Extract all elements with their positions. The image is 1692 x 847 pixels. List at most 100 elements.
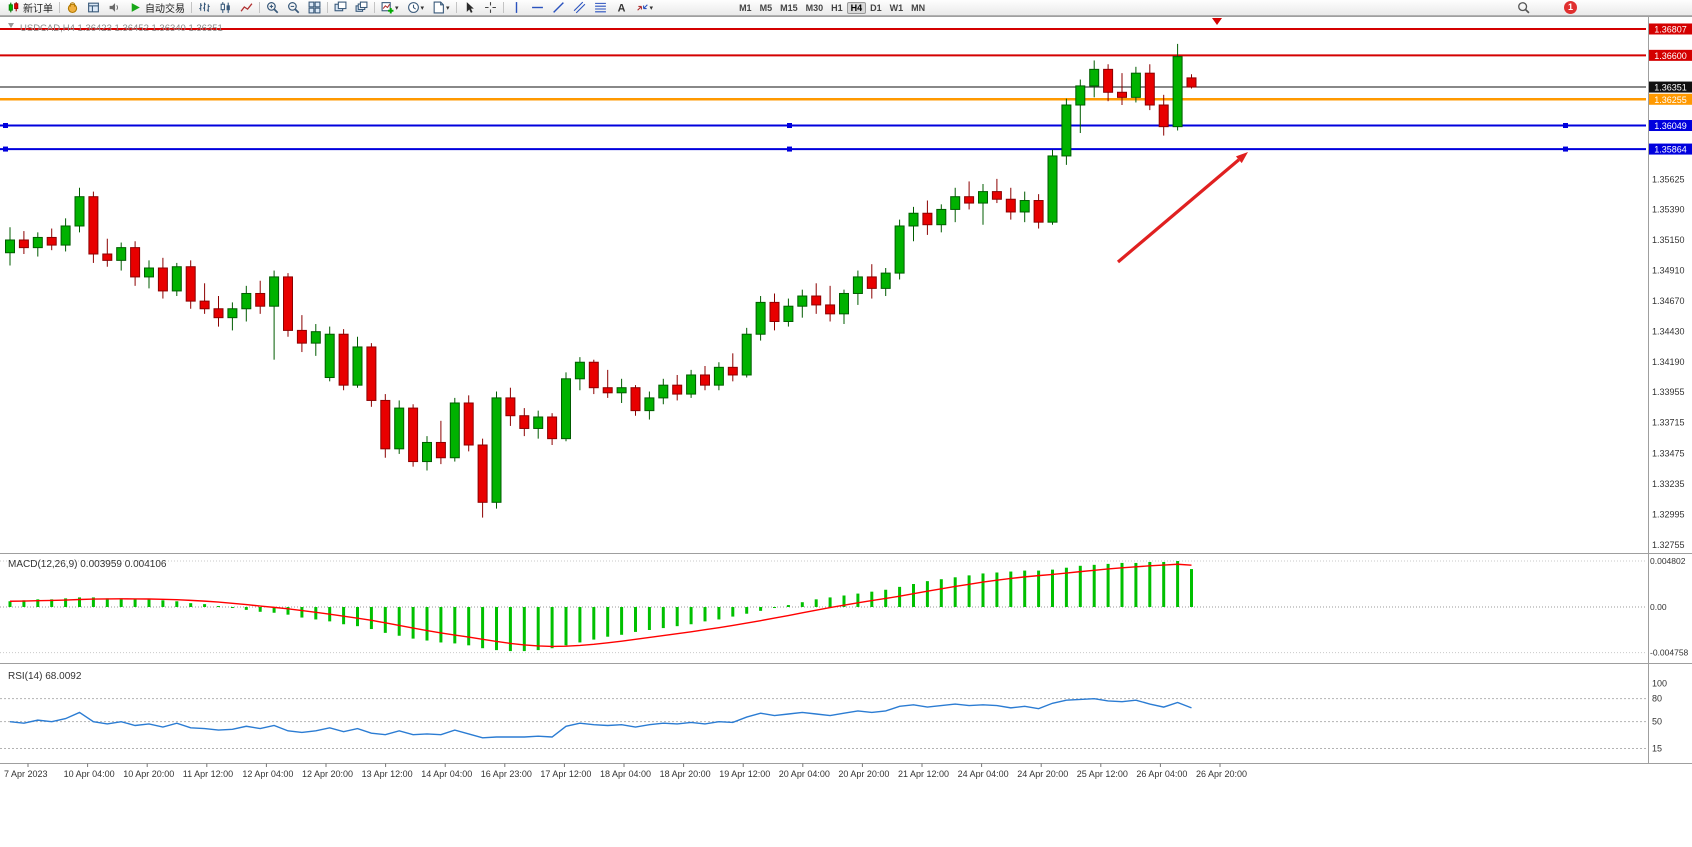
svg-text:0.004802: 0.004802 — [1650, 556, 1686, 566]
search-icon[interactable] — [1517, 1, 1530, 14]
text-label-icon: A — [617, 2, 625, 14]
time-axis[interactable]: 7 Apr 2023 10 Apr 04:00 10 Apr 20:00 11 Apr… — [4, 763, 1247, 780]
crosshair-button[interactable] — [480, 0, 501, 15]
timeframe-button-w1[interactable]: W1 — [889, 2, 904, 13]
layout-button[interactable] — [83, 0, 104, 15]
vertical-line-icon — [515, 2, 517, 13]
rsi-axis[interactable]: 100 80 50 15 — [1652, 678, 1667, 753]
tile-windows-button[interactable] — [304, 0, 325, 15]
line-chart-button[interactable] — [236, 0, 257, 15]
svg-text:10 Apr 04:00: 10 Apr 04:00 — [64, 769, 115, 779]
template-button[interactable]: ▾ — [428, 0, 454, 15]
svg-text:80: 80 — [1652, 694, 1662, 704]
add-indicator-button[interactable]: ▾ — [377, 0, 403, 15]
separator — [191, 2, 192, 13]
horizontal-line-1.36600[interactable]: 1.36600 — [0, 49, 1692, 61]
line-handle[interactable] — [787, 146, 792, 152]
bar-chart-icon — [199, 2, 210, 12]
dropdown-caret-icon: ▾ — [395, 4, 399, 12]
candlestick-chart-button[interactable] — [215, 0, 236, 15]
horizontal-line-1.36255[interactable]: 1.36255 — [0, 93, 1692, 105]
svg-text:1.33955: 1.33955 — [1652, 387, 1685, 397]
svg-text:20 Apr 20:00: 20 Apr 20:00 — [838, 769, 889, 779]
fibonacci-icon — [594, 2, 606, 13]
timeframe-button-h1[interactable]: H1 — [831, 2, 843, 13]
dropdown-caret-icon: ▾ — [420, 4, 425, 12]
svg-text:1.34190: 1.34190 — [1652, 357, 1685, 367]
bar-chart-button[interactable] — [194, 0, 215, 15]
arrange-windows-button[interactable] — [330, 0, 351, 15]
cursor-button[interactable] — [459, 0, 480, 15]
horizontal-line-1.36807[interactable]: 1.36807 — [0, 23, 1692, 34]
svg-text:16 Apr 23:00: 16 Apr 23:00 — [481, 769, 532, 779]
line-handle[interactable] — [787, 123, 792, 129]
market-button[interactable] — [62, 0, 83, 15]
svg-text:1.35390: 1.35390 — [1652, 204, 1685, 214]
current-price-1.36351[interactable]: 1.36351 — [0, 81, 1692, 93]
macd-signal-line — [9, 563, 1192, 648]
svg-text:1.33475: 1.33475 — [1652, 448, 1685, 458]
new-order-label: 新订单 — [23, 4, 53, 15]
line-handle[interactable] — [3, 123, 8, 129]
quote-line: USDCAD,H4 1.36423 1.36452 1.36340 1.3635… — [20, 23, 223, 34]
horizontal-line-button[interactable] — [527, 0, 548, 15]
arrange-windows-icon — [334, 1, 347, 12]
timeframe-button-mn[interactable]: MN — [911, 2, 926, 13]
zoom-in-icon — [267, 2, 279, 14]
trendline-button[interactable] — [548, 0, 569, 15]
svg-text:24 Apr 04:00: 24 Apr 04:00 — [958, 769, 1009, 779]
zoom-in-button[interactable] — [262, 0, 283, 15]
period-button[interactable]: ▾ — [403, 0, 429, 15]
toolbar-right: 1 — [1517, 1, 1689, 14]
svg-text:1.35150: 1.35150 — [1652, 235, 1685, 245]
price-axis[interactable]: 1.35625 1.35390 1.35150 1.34910 1.34670 1.344… — [1652, 175, 1685, 550]
svg-text:17 Apr 12:00: 17 Apr 12:00 — [540, 769, 591, 779]
auto-trading-button[interactable]: 自动交易 — [125, 0, 189, 15]
cascade-windows-button[interactable] — [351, 0, 372, 15]
timeframe-button-m5[interactable]: M5 — [759, 2, 773, 13]
candlesticks — [5, 43, 1197, 518]
timeframe-button-h4[interactable]: H4 — [846, 1, 867, 14]
svg-text:A: A — [617, 2, 625, 14]
price-badge — [1649, 49, 1692, 61]
horizontal-line-1.35864[interactable]: 1.35864 — [0, 143, 1692, 155]
arrows-button[interactable]: ▾ — [632, 0, 658, 15]
channel-icon — [573, 1, 585, 14]
price-marker-icon[interactable] — [1212, 18, 1222, 25]
sound-icon — [109, 3, 119, 12]
line-handle[interactable] — [1563, 123, 1568, 129]
sound-button[interactable] — [104, 0, 125, 15]
macd-axis[interactable]: 0.004802 0.00 -0.004758 — [1650, 556, 1689, 658]
svg-text:19 Apr 12:00: 19 Apr 12:00 — [719, 769, 770, 779]
timeframe-button-m1[interactable]: M1 — [739, 2, 752, 13]
timeframe-toolbar: M1 M5 M15 M30 H1 H4 D1 W1 MN — [735, 1, 929, 14]
separator — [502, 2, 504, 13]
zoom-out-button[interactable] — [283, 0, 304, 15]
svg-text:1.34430: 1.34430 — [1652, 327, 1685, 337]
svg-text:7 Apr 2023: 7 Apr 2023 — [4, 769, 48, 779]
price-badge — [1649, 81, 1692, 93]
trend-arrow-annotation[interactable] — [1116, 152, 1248, 264]
svg-text:-0.004758: -0.004758 — [1650, 648, 1689, 658]
add-indicator-icon — [381, 2, 394, 14]
new-order-button[interactable]: 新订单 — [3, 0, 57, 15]
notification-badge[interactable]: 1 — [1564, 1, 1577, 14]
timeframe-button-m30[interactable]: M30 — [805, 2, 824, 13]
layout-icon — [88, 2, 99, 13]
dropdown-caret-icon: ▾ — [649, 4, 654, 12]
svg-text:50: 50 — [1652, 717, 1662, 727]
channel-button[interactable] — [569, 0, 590, 15]
horizontal-line-1.36049[interactable]: 1.36049 — [0, 120, 1692, 131]
timeframe-button-d1[interactable]: D1 — [870, 2, 882, 13]
timeframe-button-m15[interactable]: M15 — [780, 2, 798, 13]
line-handle[interactable] — [3, 146, 8, 152]
price-badge — [1649, 23, 1692, 35]
text-label-button[interactable]: A — [611, 0, 632, 15]
price-badge-label: 1.36049 — [1654, 121, 1687, 131]
svg-text:12 Apr 20:00: 12 Apr 20:00 — [302, 769, 353, 779]
price-badge-label: 1.35864 — [1654, 145, 1687, 155]
fibonacci-button[interactable] — [590, 0, 611, 15]
line-handle[interactable] — [1563, 146, 1568, 152]
vertical-line-button[interactable] — [506, 0, 527, 15]
